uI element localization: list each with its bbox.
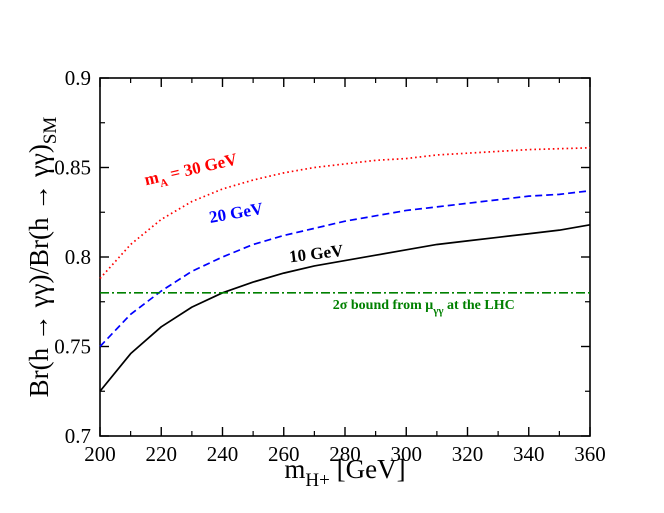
x-tick-label: 360 [574, 442, 606, 466]
series-line [99, 223, 591, 392]
y-tick-label: 0.85 [54, 156, 91, 180]
x-axis-title: mH+ [GeV] [284, 454, 405, 491]
y-tick-label: 0.8 [65, 245, 91, 269]
y-tick-label: 0.7 [65, 424, 91, 448]
x-tick-label: 280 [329, 442, 361, 466]
label-30gev: mA = 30 GeV [143, 149, 241, 193]
label-bound: 2σ bound from μγγ at the LHC [333, 298, 515, 317]
x-tick-label: 260 [268, 442, 300, 466]
x-tick-label: 240 [207, 442, 239, 466]
tick-labels: 200 220 240 260 280 300 320 340 360 0.7 0.75 0.8 0.8… [54, 66, 606, 466]
x-tick-label: 340 [513, 442, 545, 466]
series-line [99, 189, 591, 348]
x-tick-label: 220 [146, 442, 178, 466]
series-lines [99, 146, 591, 392]
axis-ticks [99, 77, 591, 437]
axis-titles: mH+ [GeV] Br(h → γγ)/Br(h → γγ)SM [24, 117, 406, 491]
y-tick-label: 0.9 [65, 66, 91, 90]
x-tick-label: 200 [84, 442, 116, 466]
y-axis-title: Br(h → γγ)/Br(h → γγ)SM [24, 117, 61, 398]
label-20gev: 20 GeV [208, 199, 265, 227]
y-tick-label: 0.75 [54, 335, 91, 359]
series-line [99, 146, 591, 280]
x-tick-label: 300 [391, 442, 423, 466]
x-tick-label: 320 [452, 442, 484, 466]
plot-frame [99, 77, 591, 437]
